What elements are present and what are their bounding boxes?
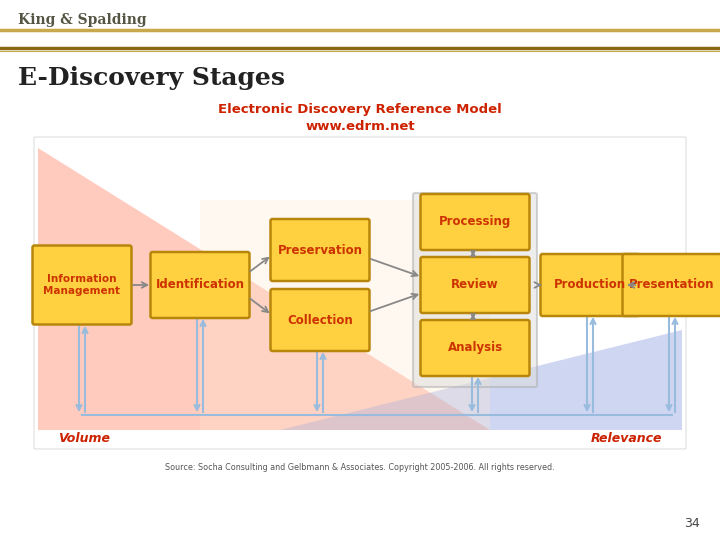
Text: Identification: Identification — [156, 279, 245, 292]
Text: Production: Production — [554, 279, 626, 292]
FancyBboxPatch shape — [541, 254, 639, 316]
Polygon shape — [38, 148, 490, 430]
Text: Information
Management: Information Management — [43, 274, 120, 296]
Polygon shape — [280, 330, 682, 430]
Text: www.edrm.net: www.edrm.net — [305, 119, 415, 132]
Text: Preservation: Preservation — [277, 244, 362, 256]
Text: Electronic Discovery Reference Model: Electronic Discovery Reference Model — [218, 104, 502, 117]
FancyBboxPatch shape — [420, 194, 529, 250]
Text: Collection: Collection — [287, 314, 353, 327]
Polygon shape — [200, 200, 490, 430]
Text: Review: Review — [451, 279, 499, 292]
Text: Processing: Processing — [439, 215, 511, 228]
FancyBboxPatch shape — [413, 193, 537, 387]
Text: Source: Socha Consulting and Gelbmann & Associates. Copyright 2005-2006. All rig: Source: Socha Consulting and Gelbmann & … — [165, 463, 555, 472]
Text: Volume: Volume — [58, 431, 110, 444]
Text: King & Spalding: King & Spalding — [18, 13, 147, 27]
FancyBboxPatch shape — [271, 289, 369, 351]
Text: Presentation: Presentation — [629, 279, 715, 292]
FancyBboxPatch shape — [420, 257, 529, 313]
FancyBboxPatch shape — [150, 252, 250, 318]
FancyBboxPatch shape — [271, 219, 369, 281]
FancyBboxPatch shape — [420, 320, 529, 376]
Text: Relevance: Relevance — [590, 431, 662, 444]
Text: 34: 34 — [684, 517, 700, 530]
FancyBboxPatch shape — [32, 246, 132, 325]
Text: E-Discovery Stages: E-Discovery Stages — [18, 66, 285, 90]
FancyBboxPatch shape — [623, 254, 720, 316]
Text: Analysis: Analysis — [447, 341, 503, 354]
